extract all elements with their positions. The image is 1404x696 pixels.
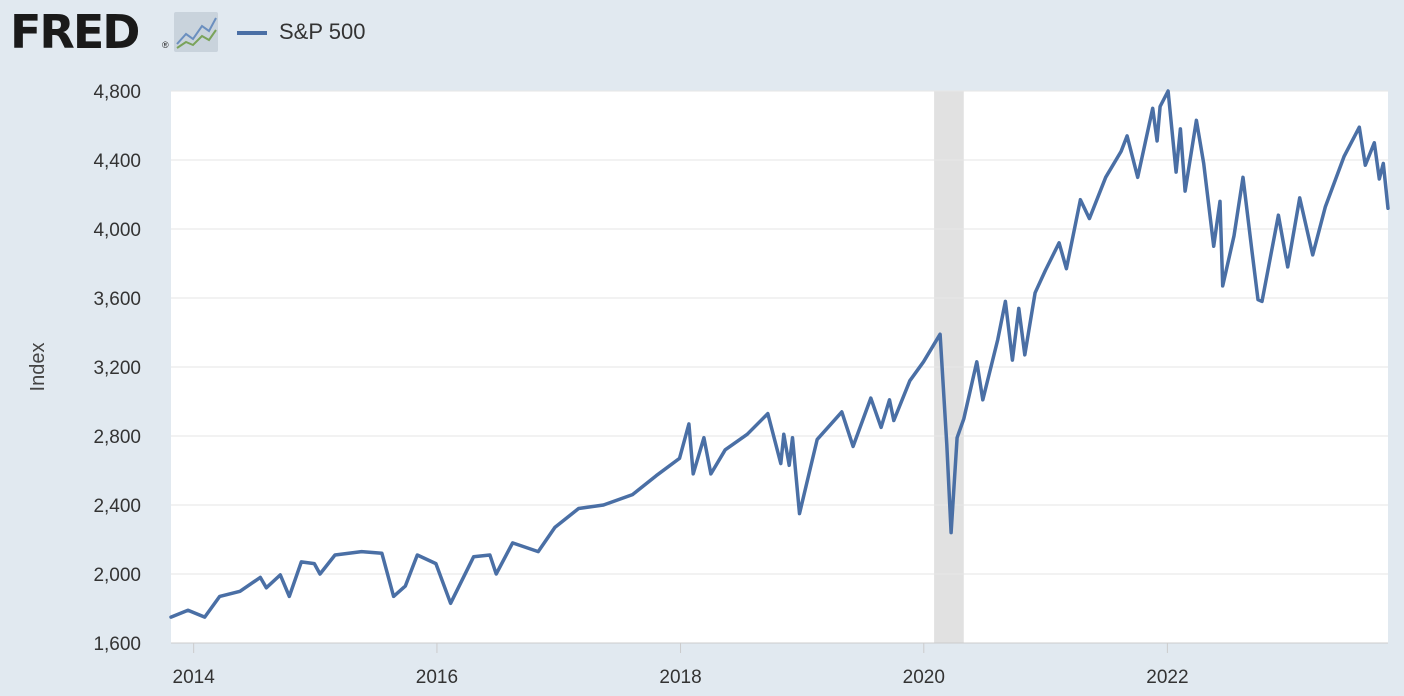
y-tick-label: 2,000 [93, 565, 141, 586]
y-tick-label: 3,200 [93, 358, 141, 379]
y-axis-title: Index [27, 343, 49, 392]
series-group [169, 89, 1390, 619]
x-tick-label: 2020 [903, 667, 945, 688]
y-tick-label: 4,400 [93, 151, 141, 172]
x-axis: 2014 2016 2018 2020 2022 [171, 642, 1388, 688]
x-tick-label: 2022 [1146, 667, 1188, 688]
y-tick-label: 2,800 [93, 427, 141, 448]
line-chart-icon [174, 12, 218, 52]
legend-swatch-sp500 [237, 31, 267, 35]
y-tick-label: 2,400 [93, 496, 141, 517]
y-tick-label: 4,000 [93, 220, 141, 241]
chart-header: FRED ® S&P 500 [0, 0, 1404, 70]
y-tick-label: 3,600 [93, 289, 141, 310]
x-tick-label: 2018 [659, 667, 701, 688]
y-tick-label: 4,800 [93, 82, 141, 103]
x-tick-label: 2014 [173, 667, 216, 688]
y-axis: 1,600 2,000 2,400 2,800 3,200 3,600 4,000 4,400… [93, 82, 141, 655]
y-tick-label: 1,600 [93, 634, 141, 655]
x-tick-label: 2016 [416, 667, 458, 688]
line-chart[interactable]: 1,600 2,000 2,400 2,800 3,200 3,600 4,000 4,400… [0, 70, 1404, 696]
fred-logo[interactable]: FRED [10, 5, 140, 59]
legend-label-sp500: S&P 500 [279, 19, 366, 44]
fred-registered-mark: ® [162, 40, 169, 50]
series-line-0[interactable] [169, 89, 1390, 619]
